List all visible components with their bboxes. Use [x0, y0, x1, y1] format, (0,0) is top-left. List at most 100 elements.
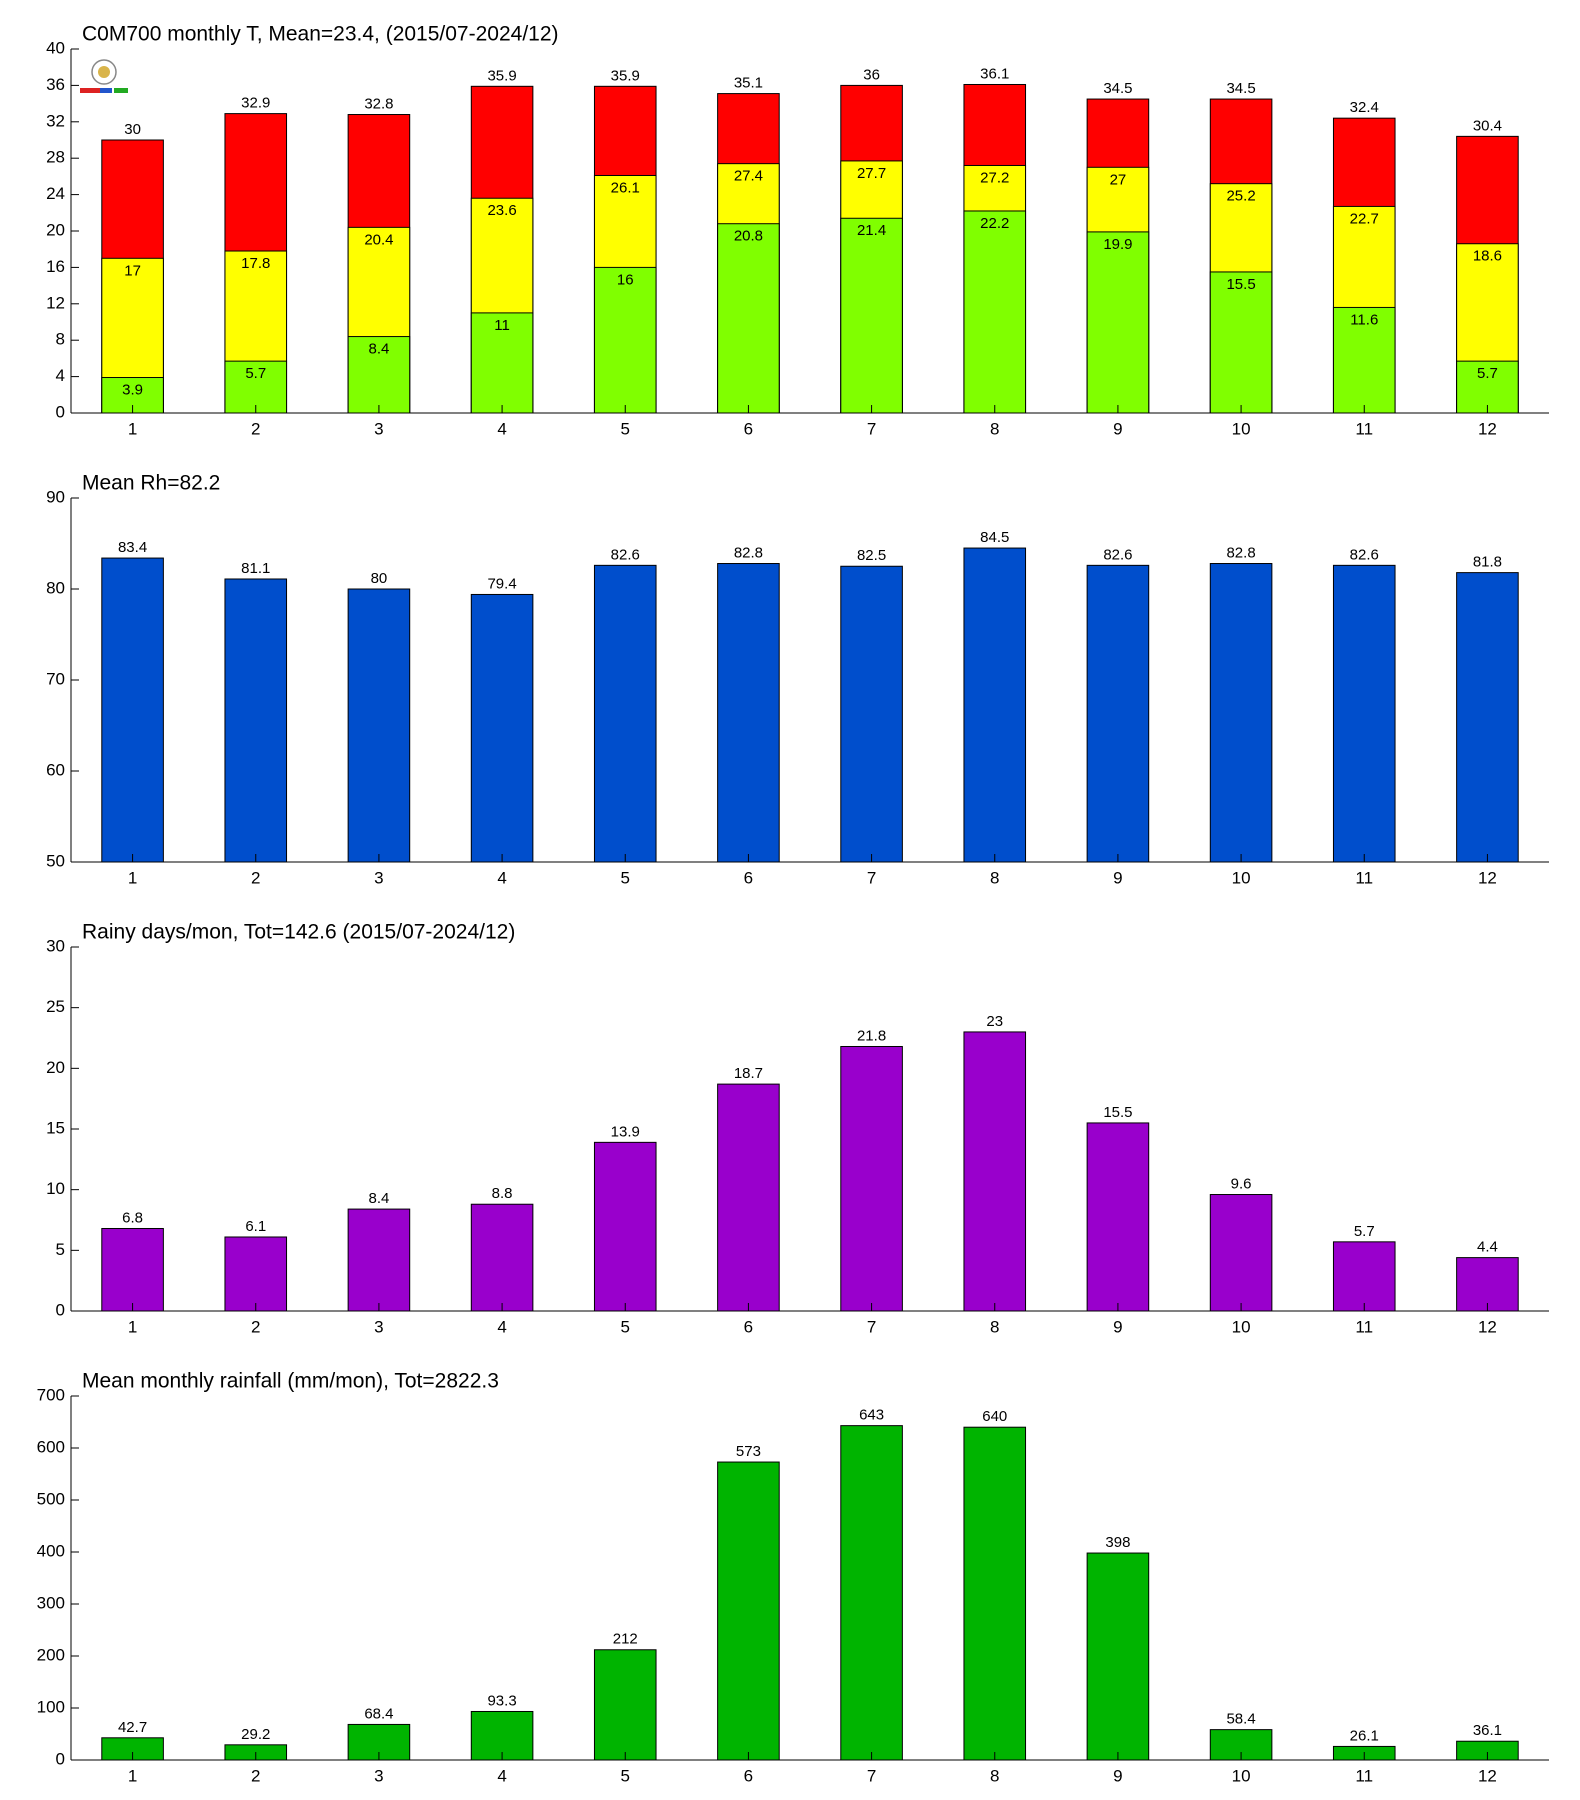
- x-tick-label: 4: [497, 419, 506, 438]
- x-tick-label: 5: [621, 1766, 630, 1785]
- y-tick-label: 400: [37, 1541, 65, 1560]
- y-tick-label: 100: [37, 1697, 65, 1716]
- bar: [1209, 271, 1273, 414]
- value-label: 27.7: [857, 165, 886, 182]
- bar: [593, 266, 657, 414]
- x-tick-label: 4: [497, 868, 506, 887]
- value-label: 4.4: [1477, 1239, 1498, 1256]
- x-tick-label: 9: [1113, 1317, 1122, 1336]
- y-tick-label: 0: [56, 402, 65, 421]
- value-label: 6.1: [245, 1218, 266, 1235]
- bar: [593, 1649, 657, 1761]
- value-label: 82.6: [611, 546, 640, 563]
- x-tick-label: 7: [867, 419, 876, 438]
- value-label: 21.8: [857, 1027, 886, 1044]
- x-tick-label: 11: [1355, 1766, 1373, 1785]
- bar: [101, 557, 164, 863]
- x-tick-label: 3: [374, 1317, 383, 1336]
- y-tick-label: 30: [46, 936, 65, 955]
- bar: [717, 1083, 780, 1312]
- bar: [101, 1227, 164, 1312]
- value-label: 36: [863, 66, 880, 83]
- y-tick-label: 24: [46, 184, 65, 203]
- bar: [840, 217, 903, 414]
- x-tick-label: 2: [251, 419, 260, 438]
- chart-title: Mean monthly rainfall (mm/mon), Tot=2822…: [82, 1370, 499, 1393]
- y-tick-label: 20: [46, 1058, 65, 1077]
- y-tick-label: 28: [46, 148, 65, 167]
- value-label: 27.4: [734, 168, 763, 185]
- x-tick-label: 3: [374, 868, 383, 887]
- value-label: 93.3: [487, 1692, 516, 1709]
- value-label: 42.7: [118, 1719, 147, 1736]
- bar: [347, 588, 411, 863]
- y-tick-label: 200: [37, 1645, 65, 1664]
- value-label: 32.8: [364, 95, 393, 112]
- value-label: 5.7: [1477, 365, 1498, 382]
- x-tick-label: 5: [621, 868, 630, 887]
- bar: [593, 564, 657, 863]
- value-label: 34.5: [1103, 80, 1132, 97]
- value-label: 26.1: [1350, 1727, 1379, 1744]
- value-label: 11: [494, 317, 510, 334]
- y-tick-label: 0: [56, 1300, 65, 1319]
- x-tick-label: 9: [1113, 868, 1122, 887]
- value-label: 79.4: [487, 575, 516, 592]
- x-tick-label: 12: [1478, 1766, 1497, 1785]
- y-tick-label: 80: [46, 578, 65, 597]
- x-tick-label: 4: [497, 1317, 506, 1336]
- bar: [347, 1208, 411, 1312]
- value-label: 30: [124, 121, 141, 138]
- bar: [1209, 1194, 1273, 1312]
- y-tick-label: 4: [56, 366, 65, 385]
- value-label: 643: [859, 1407, 884, 1424]
- value-label: 17: [124, 262, 141, 279]
- bar: [717, 223, 780, 414]
- value-label: 5.7: [245, 365, 266, 382]
- x-tick-label: 12: [1478, 419, 1497, 438]
- value-label: 398: [1105, 1534, 1130, 1551]
- value-label: 3.9: [122, 381, 143, 398]
- bar: [1086, 1122, 1150, 1312]
- x-tick-label: 4: [497, 1766, 506, 1785]
- x-tick-label: 11: [1355, 1317, 1373, 1336]
- x-tick-label: 12: [1478, 868, 1497, 887]
- y-tick-label: 12: [46, 293, 65, 312]
- value-label: 13.9: [611, 1123, 640, 1140]
- y-tick-label: 5: [56, 1240, 65, 1259]
- x-tick-label: 10: [1232, 419, 1251, 438]
- x-tick-label: 6: [744, 1317, 753, 1336]
- value-label: 81.1: [241, 560, 270, 577]
- x-tick-label: 9: [1113, 1766, 1122, 1785]
- x-tick-label: 7: [867, 1766, 876, 1785]
- bar: [840, 1425, 903, 1761]
- bar: [470, 312, 534, 414]
- value-label: 30.4: [1473, 117, 1502, 134]
- x-tick-label: 9: [1113, 419, 1122, 438]
- bar: [1456, 1257, 1519, 1312]
- bar: [963, 547, 1027, 863]
- bar: [347, 336, 411, 414]
- bar: [717, 1461, 780, 1761]
- x-tick-label: 1: [128, 419, 137, 438]
- value-label: 36.1: [980, 65, 1009, 82]
- x-tick-label: 12: [1478, 1317, 1497, 1336]
- chart-title: C0M700 monthly T, Mean=23.4, (2015/07-20…: [82, 23, 559, 46]
- x-tick-label: 11: [1355, 419, 1373, 438]
- value-label: 26.1: [611, 179, 640, 196]
- y-tick-label: 15: [46, 1118, 65, 1137]
- y-tick-label: 60: [46, 760, 65, 779]
- value-label: 34.5: [1226, 80, 1255, 97]
- value-label: 22.2: [980, 215, 1009, 232]
- x-tick-label: 3: [374, 419, 383, 438]
- y-tick-label: 10: [46, 1179, 65, 1198]
- y-tick-label: 25: [46, 997, 65, 1016]
- value-label: 22.7: [1350, 210, 1379, 227]
- value-label: 18.7: [734, 1065, 763, 1082]
- value-label: 23.6: [487, 202, 516, 219]
- value-label: 9.6: [1231, 1175, 1252, 1192]
- value-label: 15.5: [1226, 276, 1255, 293]
- value-label: 27.2: [980, 169, 1009, 186]
- logo: [80, 59, 128, 93]
